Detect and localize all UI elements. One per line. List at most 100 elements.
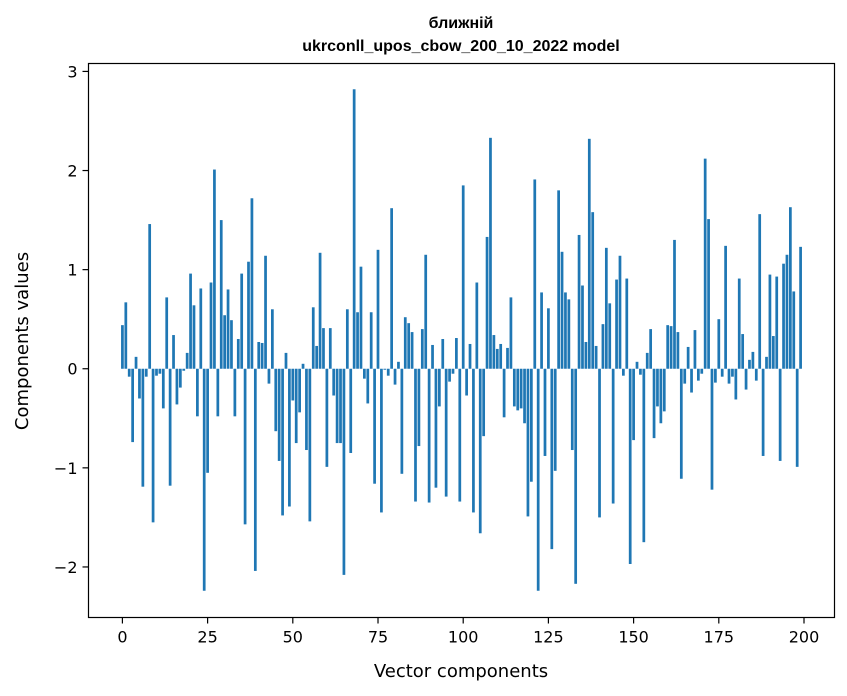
bar-170 (700, 368, 704, 374)
x-tick-label: 150 (618, 628, 649, 647)
bar-177 (724, 245, 727, 369)
bar-37 (247, 261, 250, 369)
bar-14 (168, 368, 172, 486)
bar-29 (219, 220, 223, 369)
bar-26 (209, 282, 213, 369)
bar-96 (448, 368, 451, 382)
bar-45 (274, 368, 278, 432)
bar-184 (748, 359, 751, 369)
bar-172 (707, 219, 710, 369)
bar-48 (284, 352, 288, 369)
bar-164 (679, 368, 683, 479)
bar-174 (714, 368, 717, 383)
bar-161 (669, 326, 673, 369)
bar-21 (192, 305, 196, 369)
bar-95 (444, 368, 448, 497)
x-tick-label: 200 (789, 628, 820, 647)
bar-163 (676, 332, 680, 369)
bar-131 (567, 299, 571, 369)
bar-122 (536, 368, 540, 591)
bar-56 (311, 307, 315, 369)
bar-9 (151, 368, 155, 523)
y-tick-label: 0 (67, 360, 77, 379)
bar-98 (455, 338, 458, 369)
bar-180 (734, 368, 738, 400)
y-tick-label: −2 (54, 558, 78, 577)
bar-17 (178, 368, 182, 388)
bar-59 (322, 328, 325, 369)
bar-90 (427, 368, 431, 503)
bar-118 (523, 368, 526, 424)
bar-195 (785, 254, 789, 369)
x-tick-label: 50 (283, 628, 303, 647)
bar-58 (318, 252, 322, 369)
bar-198 (795, 368, 799, 467)
bar-142 (604, 247, 608, 369)
bar-173 (710, 368, 714, 490)
bar-137 (587, 138, 591, 369)
bar-105 (478, 368, 482, 534)
bar-121 (533, 179, 537, 369)
bar-176 (720, 368, 724, 377)
bar-117 (519, 368, 523, 409)
bar-155 (649, 329, 653, 369)
bar-75 (376, 249, 380, 369)
bar-64 (339, 368, 342, 444)
bar-19 (185, 352, 189, 369)
bar-72 (366, 368, 370, 404)
bar-199 (799, 246, 802, 369)
bar-133 (574, 368, 578, 584)
bar-22 (196, 368, 199, 417)
bar-30 (223, 315, 227, 369)
bar-74 (373, 368, 376, 484)
bar-39 (253, 368, 257, 571)
bar-120 (530, 368, 533, 482)
bar-160 (666, 325, 670, 369)
bar-134 (577, 234, 581, 369)
bar-130 (564, 292, 567, 369)
bar-109 (492, 335, 496, 369)
bar-190 (768, 274, 772, 369)
bar-73 (369, 312, 373, 369)
bar-1 (124, 302, 128, 369)
bar-69 (356, 312, 359, 369)
bar-83 (403, 317, 407, 369)
bar-187 (758, 214, 762, 369)
bar-50 (291, 368, 295, 401)
bar-76 (380, 368, 383, 513)
bar-43 (267, 368, 271, 384)
bar-191 (771, 336, 775, 369)
bar-106 (482, 368, 486, 437)
bar-55 (308, 368, 312, 522)
bar-115 (512, 368, 516, 407)
bar-141 (601, 324, 605, 369)
bar-61 (328, 328, 332, 369)
bar-67 (349, 368, 353, 453)
bar-99 (458, 368, 462, 502)
bar-79 (390, 208, 393, 369)
plot-frame (87, 62, 836, 619)
bar-63 (335, 368, 339, 444)
bar-8 (148, 224, 152, 369)
x-tick-label: 75 (368, 628, 388, 647)
bar-35 (240, 273, 244, 369)
bar-119 (526, 368, 530, 517)
bar-4 (134, 356, 138, 369)
bar-93 (437, 368, 441, 407)
bar-124 (543, 368, 547, 456)
bar-111 (499, 343, 503, 369)
bar-53 (301, 363, 305, 369)
bar-186 (754, 368, 758, 381)
y-tick-label: 2 (67, 162, 77, 181)
bar-27 (213, 169, 216, 369)
bar-116 (516, 368, 520, 411)
bar-144 (611, 368, 615, 504)
bar-40 (257, 341, 261, 369)
bar-100 (461, 185, 465, 369)
bar-2 (127, 368, 131, 377)
x-tick-label: 0 (117, 628, 127, 647)
x-tick-label: 175 (704, 628, 735, 647)
bar-24 (202, 368, 206, 591)
bar-41 (260, 342, 264, 369)
